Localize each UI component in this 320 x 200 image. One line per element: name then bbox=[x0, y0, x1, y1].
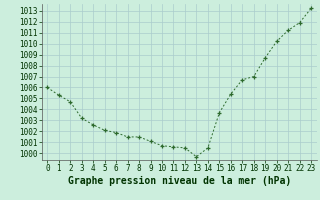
X-axis label: Graphe pression niveau de la mer (hPa): Graphe pression niveau de la mer (hPa) bbox=[68, 176, 291, 186]
